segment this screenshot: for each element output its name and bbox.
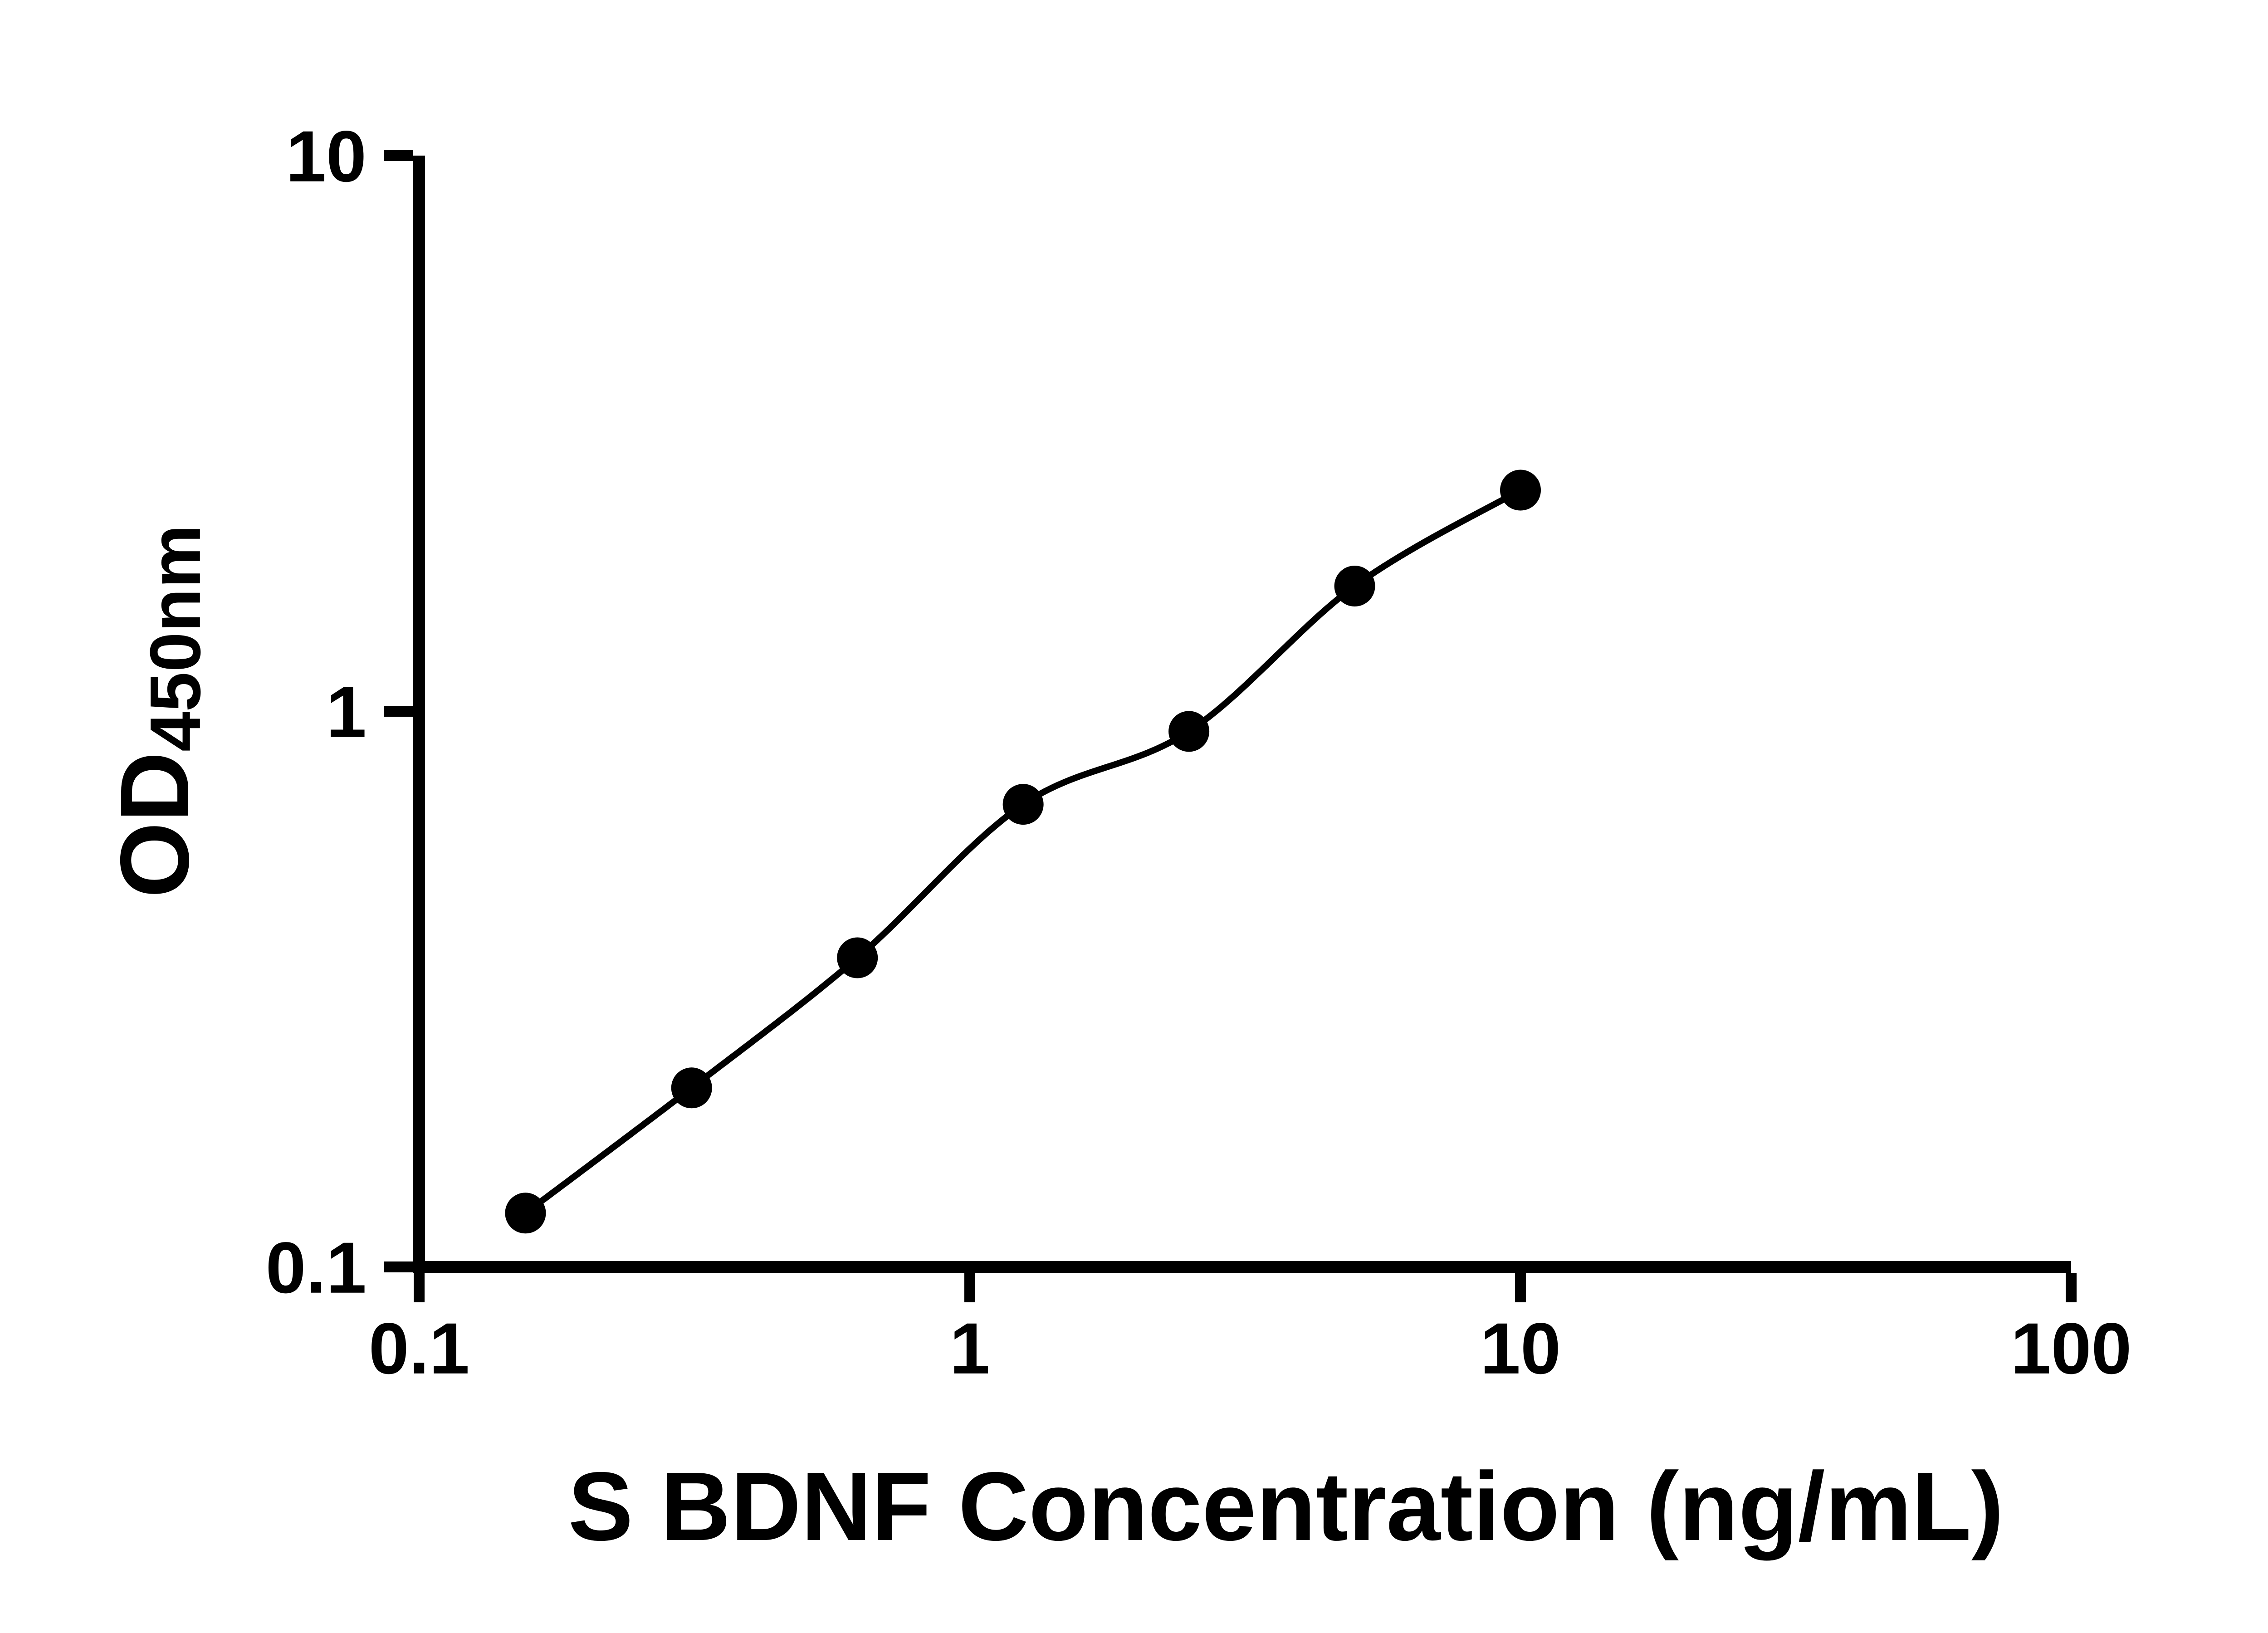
- data-point: [505, 1193, 546, 1234]
- data-point: [837, 937, 878, 978]
- y-tick-label: 0.1: [266, 1227, 367, 1308]
- x-tick-label: 0.1: [369, 1308, 469, 1389]
- fit-curve: [523, 487, 1522, 1216]
- data-point: [1002, 784, 1044, 825]
- y-axis-title: OD450nm: [100, 524, 215, 898]
- data-point: [1334, 565, 1375, 606]
- x-axis-title: S BDNF Concentration (ng/mL): [568, 1452, 2004, 1561]
- x-tick-label: 100: [2011, 1308, 2132, 1389]
- data-point: [1500, 469, 1541, 511]
- y-tick-label: 1: [326, 671, 367, 753]
- data-point: [671, 1067, 712, 1109]
- axes: [413, 156, 2071, 1273]
- x-tick-label: 1: [950, 1308, 990, 1389]
- x-tick-label: 10: [1480, 1308, 1561, 1389]
- y-tick-label: 10: [286, 116, 367, 197]
- data-point: [1168, 711, 1210, 752]
